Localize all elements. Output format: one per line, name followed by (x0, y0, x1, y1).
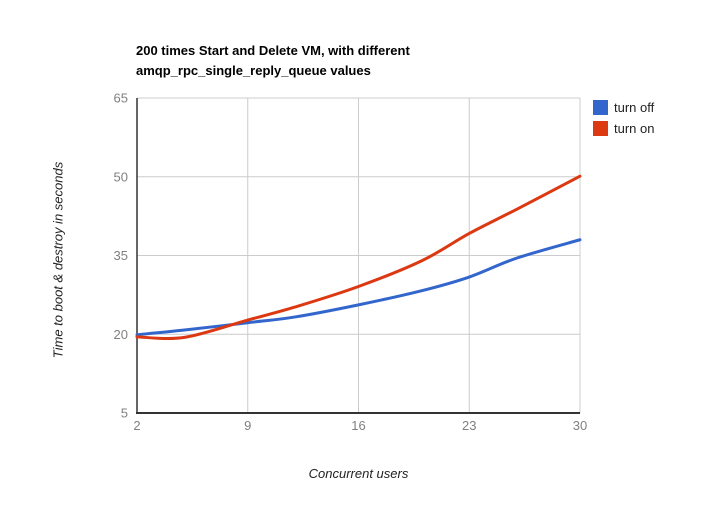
series-line-turn-on (135, 174, 582, 341)
x-tick-label: 16 (351, 418, 365, 433)
y-tick-label: 65 (114, 91, 128, 106)
chart-title: 200 times Start and Delete VM, with diff… (136, 41, 410, 81)
x-tick-label: 2 (133, 418, 140, 433)
y-tick-label: 20 (114, 327, 128, 342)
y-tick-label: 5 (121, 406, 128, 421)
y-axis-title-text: Time to boot & destroy in seconds (50, 161, 66, 359)
chart-title-line2: amqp_rpc_single_reply_queue values (136, 63, 371, 78)
chart-title-line1: 200 times Start and Delete VM, with diff… (136, 43, 410, 58)
legend-swatch-turn-off-icon (593, 100, 608, 115)
y-tick-label: 50 (114, 169, 128, 184)
y-tick-label: 35 (114, 248, 128, 263)
legend-item-turn-off: turn off (593, 100, 654, 115)
series-line-turn-off (135, 238, 582, 337)
legend-swatch-turn-on-icon (593, 121, 608, 136)
legend-label-turn-off: turn off (614, 100, 655, 115)
x-axis-title: Concurrent users (308, 466, 409, 481)
x-tick-label: 30 (573, 418, 587, 433)
legend: turn off turn on (593, 100, 654, 142)
legend-item-turn-on: turn on (593, 121, 654, 136)
x-tick-label: 9 (244, 418, 251, 433)
legend-label-turn-on: turn on (614, 121, 655, 136)
x-tick-label: 23 (462, 418, 476, 433)
